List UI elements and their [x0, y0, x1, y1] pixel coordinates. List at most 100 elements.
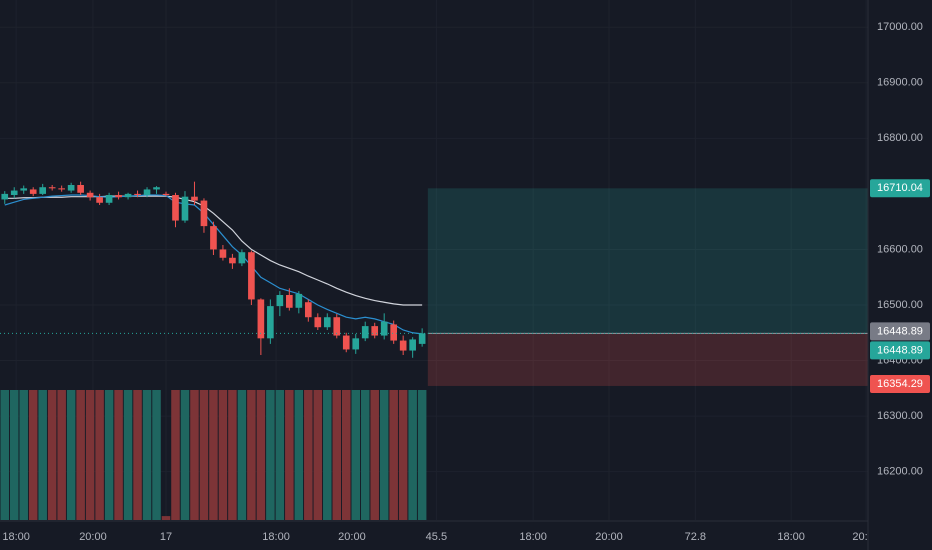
- x-tick-label: 18:00: [2, 531, 30, 543]
- y-tick-label: 16900.00: [877, 77, 923, 89]
- volume-bar: [247, 390, 256, 520]
- last-price-label: 16448.89: [877, 325, 923, 337]
- x-tick-label: 45.5: [426, 531, 447, 543]
- x-tick-label: 20:00: [595, 531, 623, 543]
- candle-body: [58, 188, 65, 190]
- volume-bar: [28, 390, 38, 520]
- stop-zone: [427, 333, 868, 386]
- candle-body: [286, 295, 293, 308]
- volume-bar: [19, 390, 28, 520]
- last-price-label-bg: [870, 322, 930, 341]
- y-tick-label: 16500.00: [877, 299, 923, 311]
- candle-body: [418, 333, 426, 344]
- volume-bar: [180, 390, 190, 520]
- candle-body: [181, 196, 189, 221]
- volume-bar: [85, 390, 95, 520]
- volume-bar: [351, 390, 361, 520]
- volume-bar: [9, 390, 19, 520]
- volume-bar: [237, 390, 247, 520]
- y-tick-label: 17000.00: [877, 21, 923, 33]
- x-tick-label: 18:00: [777, 531, 805, 543]
- candle-body: [257, 299, 265, 339]
- candle-body: [162, 193, 170, 195]
- candle-body: [371, 326, 379, 336]
- candle-body: [352, 338, 360, 350]
- volume-bar: [417, 390, 427, 520]
- candle-body: [399, 340, 407, 351]
- candle-body: [390, 324, 398, 341]
- volume-bar: [360, 390, 370, 520]
- volume-bar: [47, 390, 57, 520]
- y-tick-label: 16200.00: [877, 466, 923, 478]
- volume-bar: [398, 390, 408, 520]
- volume-bar: [313, 390, 323, 520]
- candle-body: [96, 197, 103, 203]
- entry-price-label-bg: [870, 341, 930, 360]
- stop-price-label: 16354.29: [877, 378, 923, 390]
- volume-bar: [332, 390, 342, 520]
- candle-body: [105, 195, 113, 203]
- x-tick-label: 18:00: [519, 531, 547, 543]
- volume-bar: [95, 390, 104, 520]
- candle-body: [134, 193, 141, 195]
- candle-body: [380, 321, 388, 336]
- candle-body: [314, 317, 322, 328]
- candle-body: [67, 185, 75, 191]
- candle-body: [115, 195, 122, 198]
- volume-bar: [408, 390, 417, 520]
- profit-zone: [427, 188, 868, 334]
- volume-bar: [142, 390, 152, 520]
- x-tick-label: 72.8: [685, 531, 706, 543]
- candle-body: [1, 193, 9, 200]
- candle-body: [304, 302, 312, 318]
- volume-bar: [152, 390, 161, 520]
- candle-body: [200, 200, 208, 227]
- y-tick-label: 16600.00: [877, 243, 923, 255]
- candle-body: [361, 326, 369, 339]
- candle-body: [333, 317, 341, 336]
- volume-bar: [190, 390, 199, 520]
- candle-body: [323, 317, 331, 328]
- candle-body: [29, 189, 37, 194]
- volume-bar: [38, 390, 47, 520]
- candle-body: [191, 196, 198, 201]
- volume-bar: [123, 390, 133, 520]
- candle-body: [86, 192, 94, 198]
- price-axis: [868, 0, 932, 550]
- volume-bar: [161, 516, 171, 520]
- volume-bar: [66, 390, 76, 520]
- candle-body: [153, 187, 160, 190]
- volume-bar: [57, 390, 66, 520]
- volume-bar: [76, 390, 85, 520]
- volume-bar: [199, 390, 209, 520]
- volume-bar: [171, 390, 180, 520]
- candle-body: [267, 306, 274, 339]
- candle-body: [172, 195, 179, 221]
- volume-bar: [370, 390, 379, 520]
- volume-bar: [379, 390, 389, 520]
- x-tick-label: 17: [160, 531, 172, 543]
- candle-body: [77, 185, 84, 193]
- volume-bar: [133, 390, 142, 520]
- volume-bar: [218, 390, 228, 520]
- entry-price-label: 16448.89: [877, 344, 923, 356]
- volume-bar: [294, 390, 304, 520]
- candle-body: [219, 249, 227, 258]
- volume-bar: [323, 390, 332, 520]
- candle-body: [409, 339, 416, 351]
- candle-body: [39, 187, 47, 194]
- candle-body: [124, 193, 132, 198]
- candle-body: [295, 293, 303, 308]
- volume-bar: [266, 390, 275, 520]
- candle-body: [238, 252, 246, 264]
- volume-bar: [341, 390, 351, 520]
- volume-bar: [228, 390, 237, 520]
- moving-average: [4, 195, 423, 306]
- volume-bar: [114, 390, 123, 520]
- volume-bar: [104, 390, 114, 520]
- candle-body: [342, 335, 350, 350]
- volume-bar: [256, 390, 266, 520]
- volume-bar: [304, 390, 313, 520]
- volume-bar: [285, 390, 294, 520]
